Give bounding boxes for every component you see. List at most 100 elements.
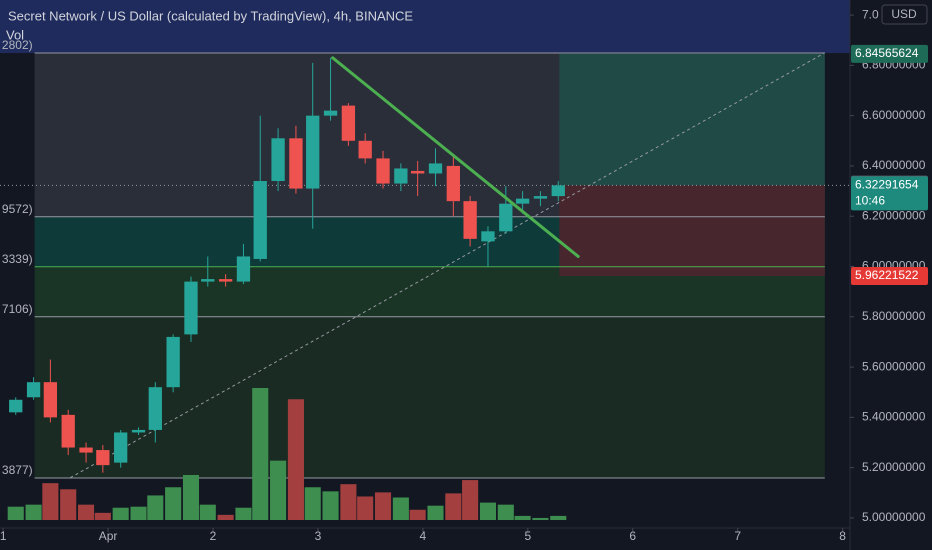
price-label: 6.32291654 xyxy=(855,177,919,191)
candle-body xyxy=(61,414,75,448)
volume-bar xyxy=(60,489,77,520)
volume-bar xyxy=(287,399,304,520)
volume-bar xyxy=(322,491,339,520)
candle-body xyxy=(289,138,303,189)
candle-body xyxy=(446,165,460,202)
volume-label: Vol xyxy=(6,27,24,42)
x-tick-label: 4 xyxy=(420,529,427,543)
volume-bar xyxy=(182,474,200,520)
y-tick-label: 6.20000000 xyxy=(862,208,926,222)
volume-bar xyxy=(445,493,462,520)
candle-body xyxy=(394,168,408,184)
candle-body xyxy=(463,201,477,239)
candle-body xyxy=(236,256,251,282)
stop-label-box xyxy=(851,267,928,286)
volume-bar xyxy=(479,502,497,520)
volume-bar xyxy=(514,515,531,520)
volume-bar xyxy=(42,483,59,520)
volume-bar xyxy=(550,515,567,520)
x-tick-label: 8 xyxy=(839,529,846,543)
y-tick-label: 6.60000000 xyxy=(862,108,926,122)
x-tick-label: 7 xyxy=(734,529,741,543)
y-tick-label: 5.40000000 xyxy=(862,410,926,424)
volume-bar xyxy=(217,514,234,520)
currency[interactable]: USD xyxy=(891,7,917,21)
candle-body xyxy=(428,163,443,174)
volume-bar xyxy=(252,388,269,520)
candle-body xyxy=(26,382,41,398)
candle-body xyxy=(515,198,530,204)
stop-label: 5.96221522 xyxy=(855,268,919,282)
plot-area: 2802) 9572) 3339) 7106) 3877) xyxy=(0,0,850,520)
diagonal-line xyxy=(70,52,826,479)
x-tick-label: Apr xyxy=(99,529,118,543)
y-tick-label: 6.40000000 xyxy=(862,158,926,172)
candle-body xyxy=(166,336,180,388)
volume-bar xyxy=(199,504,216,520)
candle-body xyxy=(341,105,356,141)
x-tick-label: 5 xyxy=(524,529,531,543)
fib-label: 7106) xyxy=(2,302,33,316)
candle-body xyxy=(481,231,495,242)
volume-bar xyxy=(392,497,409,520)
x-tick-label: 6 xyxy=(629,529,636,543)
candle-body xyxy=(551,185,565,197)
volume-bar xyxy=(94,512,111,520)
candle-body xyxy=(411,170,425,174)
y-tick-label: 5.20000000 xyxy=(862,460,926,474)
candle-body xyxy=(79,447,93,453)
candle-body xyxy=(96,450,110,466)
candle-body xyxy=(323,110,338,116)
volume-bar xyxy=(374,492,392,520)
candle-body xyxy=(358,140,372,159)
candle-body xyxy=(218,279,233,282)
volume-bar xyxy=(532,517,549,520)
y-tick-label: 5.00000000 xyxy=(862,510,926,524)
y-tick-label: 7.0 xyxy=(862,7,879,21)
candle-body xyxy=(148,387,162,430)
target-label-box xyxy=(851,44,928,63)
candle-body xyxy=(201,279,215,282)
top-zone xyxy=(0,0,850,54)
candle-body xyxy=(9,399,23,413)
x-tick-label: 1 xyxy=(0,529,7,543)
volume-bar xyxy=(497,504,514,520)
y-tick-label: 5.60000000 xyxy=(862,359,926,373)
fib-label: 3877) xyxy=(2,463,33,477)
volume-bar xyxy=(270,460,287,520)
candle-body xyxy=(533,196,548,199)
candle-body xyxy=(376,158,390,184)
volume-bar xyxy=(165,487,182,520)
volume-bar xyxy=(340,484,357,520)
volume-bar xyxy=(462,480,479,520)
volume-bar xyxy=(409,509,426,520)
stop-zone xyxy=(559,185,825,277)
volume-bar xyxy=(130,506,147,520)
volume-bar xyxy=(357,496,374,520)
volume-bar xyxy=(235,507,252,520)
fib-label: 3339) xyxy=(2,252,33,266)
target-zone xyxy=(559,53,825,186)
y-tick-label: 5.80000000 xyxy=(862,309,926,323)
x-tick-label: 3 xyxy=(315,529,322,543)
candle-body xyxy=(271,138,285,182)
candle-body xyxy=(114,432,128,463)
volume-bar xyxy=(112,507,129,520)
candle-body xyxy=(306,115,320,189)
x-tick-label: 2 xyxy=(210,529,217,543)
candle-body xyxy=(131,429,146,433)
volume-bar xyxy=(304,487,321,520)
target-label: 6.84565624 xyxy=(855,46,919,60)
trendline xyxy=(331,56,580,258)
candle-body xyxy=(184,281,198,335)
fib-label: 2802) xyxy=(2,38,33,52)
candle-body xyxy=(499,203,513,232)
countdown: 10:46 xyxy=(855,193,885,207)
candle-body xyxy=(253,181,267,259)
volume-bar xyxy=(25,504,42,520)
currency-box[interactable] xyxy=(881,4,928,25)
fib-zone xyxy=(34,316,825,478)
candle-body xyxy=(43,382,58,418)
chart-title: Secret Network / US Dollar (calculated b… xyxy=(8,8,413,23)
